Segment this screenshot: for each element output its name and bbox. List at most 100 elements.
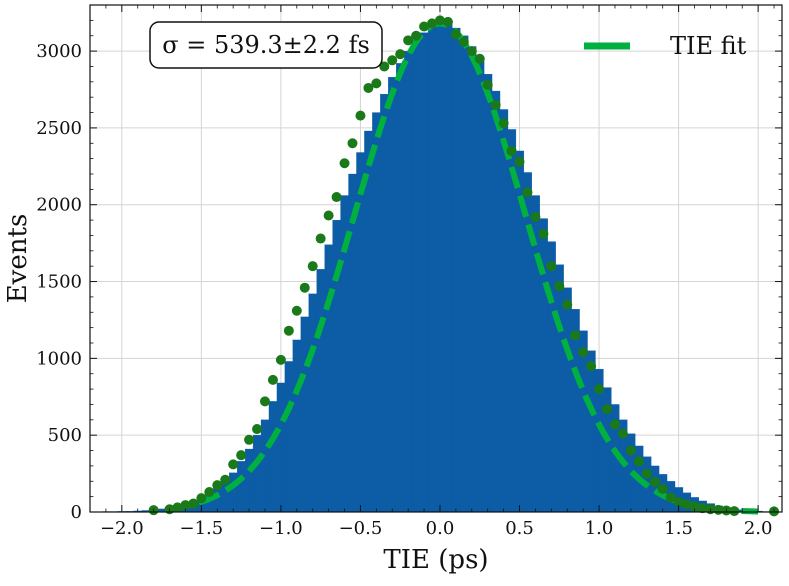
x-tick-label: −1.5 <box>179 518 223 539</box>
data-point <box>618 429 628 439</box>
histogram-bar <box>484 74 492 512</box>
data-point <box>252 424 262 434</box>
data-point <box>562 300 572 310</box>
data-point <box>610 419 620 429</box>
histogram-bar <box>325 245 333 512</box>
histogram-bar <box>452 28 460 512</box>
data-point <box>522 187 532 197</box>
data-point <box>451 29 461 39</box>
x-tick-label: 2.0 <box>744 518 773 539</box>
x-tick-label: −0.5 <box>339 518 383 539</box>
data-point <box>268 375 278 385</box>
x-tick-label: 1.0 <box>585 518 614 539</box>
y-tick-label: 2500 <box>36 118 82 139</box>
histogram-bar <box>229 473 237 512</box>
data-point <box>443 17 453 27</box>
y-tick-label: 0 <box>71 502 82 523</box>
data-point <box>570 330 580 340</box>
histogram-bar <box>547 242 555 512</box>
data-point <box>371 78 381 88</box>
histogram-bar <box>364 131 372 512</box>
histogram-bar <box>245 449 253 512</box>
y-tick-label: 3000 <box>36 41 82 62</box>
data-point <box>411 31 421 41</box>
data-point <box>554 281 564 291</box>
histogram-bar <box>476 59 484 512</box>
data-point <box>475 54 485 64</box>
data-point <box>459 37 469 47</box>
histogram-bar <box>500 109 508 512</box>
y-tick-label: 500 <box>48 425 82 446</box>
data-point <box>546 261 556 271</box>
histogram-bar <box>237 461 245 512</box>
data-point <box>578 347 588 357</box>
x-tick-label: −2.0 <box>100 518 144 539</box>
x-tick-label: 0.0 <box>426 518 455 539</box>
data-point <box>244 435 254 445</box>
data-point <box>642 469 652 479</box>
data-point <box>515 157 525 167</box>
histogram-bar <box>444 23 452 512</box>
data-point <box>300 283 310 293</box>
histogram-bar <box>261 420 269 512</box>
data-point <box>220 475 230 485</box>
histogram-bar <box>309 294 317 512</box>
histogram-bar <box>372 113 380 512</box>
data-point <box>507 146 517 156</box>
histogram-bar <box>579 331 587 512</box>
data-point <box>586 361 596 371</box>
data-point <box>292 306 302 316</box>
data-point <box>634 456 644 466</box>
histogram-bar <box>277 383 285 512</box>
data-point <box>332 192 342 202</box>
data-point <box>260 396 270 406</box>
y-tick-label: 2000 <box>36 195 82 216</box>
data-point <box>467 46 477 56</box>
data-point <box>729 506 739 516</box>
data-point <box>650 477 660 487</box>
x-tick-label: −1.0 <box>259 518 303 539</box>
data-point <box>658 484 668 494</box>
sigma-annotation: σ = 539.3±2.2 fs <box>150 22 382 68</box>
histogram-bar <box>492 91 500 512</box>
data-point <box>594 384 604 394</box>
histogram-bar <box>388 77 396 512</box>
histogram-bar <box>293 340 301 512</box>
histogram-bar <box>349 174 357 512</box>
histogram-bar <box>563 288 571 512</box>
data-point <box>324 210 334 220</box>
x-tick-label: 0.5 <box>505 518 534 539</box>
data-point <box>308 261 318 271</box>
data-point <box>316 234 326 244</box>
data-point <box>276 355 286 365</box>
data-point <box>602 404 612 414</box>
histogram-bars <box>90 22 778 512</box>
data-point <box>340 158 350 168</box>
histogram-bar <box>587 351 595 512</box>
data-point <box>228 459 238 469</box>
data-point <box>530 212 540 222</box>
y-tick-label: 1000 <box>36 348 82 369</box>
x-axis-label: TIE (ps) <box>383 545 488 575</box>
histogram-bar <box>436 22 444 512</box>
legend: TIE fit <box>584 32 747 60</box>
data-point <box>538 229 548 239</box>
histogram-bar <box>301 317 309 512</box>
data-point <box>236 450 246 460</box>
histogram-bar <box>317 269 325 512</box>
data-point <box>483 80 493 90</box>
data-point <box>347 138 357 148</box>
histogram-bar <box>269 401 277 512</box>
histogram-bar <box>428 27 436 512</box>
data-point <box>395 49 405 59</box>
histogram-bar <box>253 435 261 512</box>
data-point <box>196 493 206 503</box>
histogram-bar <box>468 46 476 512</box>
data-point <box>387 55 397 65</box>
histogram-bar <box>396 63 404 512</box>
histogram-bar <box>460 36 468 512</box>
